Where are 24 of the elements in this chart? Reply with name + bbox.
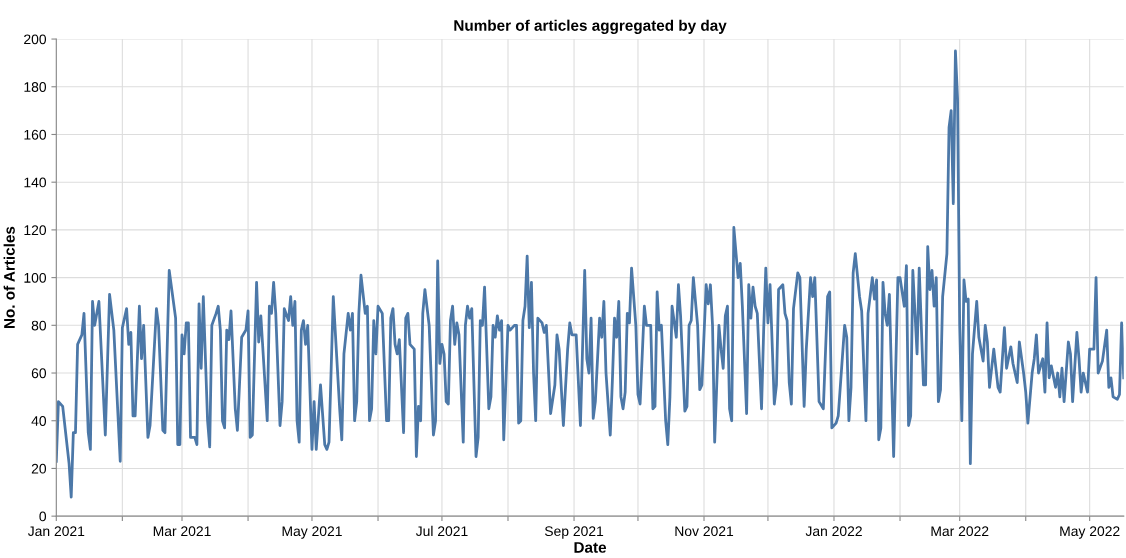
y-axis-title: No. of Articles [3, 226, 15, 329]
y-tick-label: 180 [24, 82, 47, 92]
y-tick-label: 140 [24, 177, 47, 188]
y-tick-label: 40 [31, 416, 47, 426]
x-tick-label: May 2021 [282, 526, 342, 539]
x-tick-label: May 2022 [1060, 526, 1120, 539]
y-tick-label: 20 [31, 463, 47, 474]
x-tick-label: Mar 2022 [931, 526, 989, 537]
y-tick-label: 80 [31, 320, 47, 331]
y-tick-label: 0 [39, 511, 47, 522]
y-tick-label: 160 [24, 129, 47, 140]
x-tick-label: Jan 2022 [805, 526, 862, 537]
x-tick-label: Nov 2021 [675, 526, 734, 537]
x-tick-label: Mar 2021 [153, 526, 211, 537]
y-tick-label: 60 [31, 368, 47, 379]
x-tick-label: Jul 2021 [415, 525, 468, 537]
chart-title: Number of articles aggregated by day [454, 19, 727, 34]
y-tick-label: 100 [24, 272, 47, 283]
y-tick-label: 200 [24, 34, 47, 45]
x-axis-title: Date [574, 542, 607, 553]
line-series [56, 49, 1124, 499]
x-tick-label: Jan 2021 [27, 526, 85, 537]
x-tick-label: Sep 2021 [544, 526, 604, 539]
y-tick-label: 120 [24, 225, 47, 236]
